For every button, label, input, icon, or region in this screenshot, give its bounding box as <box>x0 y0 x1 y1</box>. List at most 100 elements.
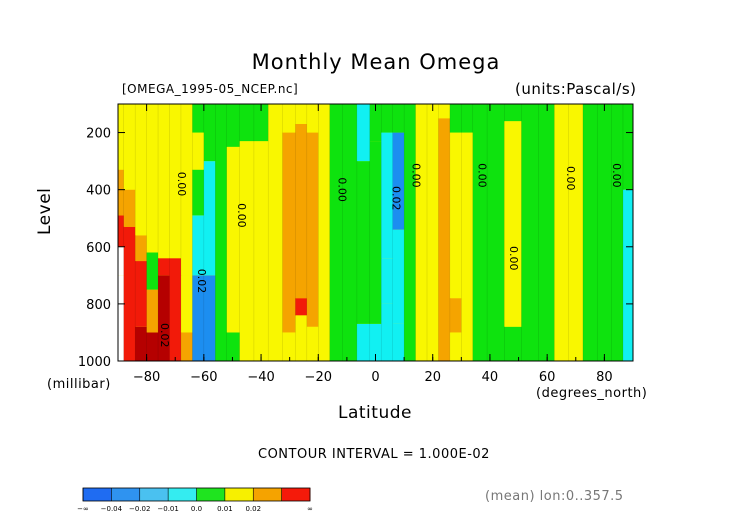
x-tick-label: −40 <box>247 370 274 385</box>
contour-band <box>123 104 136 190</box>
contour-band <box>239 104 255 142</box>
colorbar-label: 0.01 <box>217 505 233 513</box>
contour-band <box>118 169 125 216</box>
contour-band <box>203 275 216 361</box>
y-tick-label: 400 <box>86 184 111 199</box>
x-tick-label: −20 <box>305 370 332 385</box>
contour-label: 0.00 <box>335 177 348 202</box>
colorbar-swatch <box>111 488 141 501</box>
contour-band <box>203 161 216 276</box>
colorbar-swatch <box>83 488 112 501</box>
colorbar-swatch <box>281 488 311 501</box>
contour-band <box>123 226 136 361</box>
contour-band <box>118 275 125 361</box>
y-tick-label: 1000 <box>78 355 111 370</box>
contour-band <box>158 258 170 276</box>
contour-band <box>381 303 394 361</box>
contour-band <box>622 189 634 361</box>
contour-label: 0.00 <box>610 163 623 188</box>
contour-band <box>356 104 371 162</box>
contour-band <box>449 298 462 333</box>
x-tick-label: 60 <box>539 370 556 385</box>
contour-label: 0.00 <box>235 203 248 228</box>
contour-band <box>295 315 308 361</box>
contour-label: 0.02 <box>390 186 403 211</box>
y-tick-label: 600 <box>86 241 111 256</box>
contour-label: 0.00 <box>564 166 577 191</box>
contour-band <box>215 104 228 361</box>
contour-band <box>192 275 205 361</box>
contour-band <box>369 141 382 324</box>
contour-band <box>253 104 269 142</box>
contour-band <box>146 289 159 333</box>
contour-band <box>282 104 296 133</box>
contour-band <box>135 326 148 361</box>
colorbar-swatch <box>168 488 197 501</box>
contour-band <box>504 326 522 361</box>
contour-band <box>146 104 159 253</box>
y-tick-label: 200 <box>86 127 111 142</box>
contour-band <box>318 104 331 361</box>
file-label: [OMEGA_1995-05_NCEP.nc] <box>122 82 299 96</box>
x-tick-label: 0 <box>371 370 379 385</box>
contour-band <box>192 104 205 133</box>
contour-band <box>192 132 205 170</box>
contour-interval-label: CONTOUR INTERVAL = 1.000E-02 <box>258 447 490 462</box>
contour-band <box>158 275 170 361</box>
contour-band <box>180 104 193 276</box>
contour-band <box>203 104 216 162</box>
contour-band <box>356 323 371 361</box>
contour-band <box>253 141 269 361</box>
colorbar-label: −∞ <box>77 505 89 513</box>
colorbar-swatch <box>224 488 254 501</box>
mean-label: (mean) lon:0..357.5 <box>485 489 624 504</box>
contour-band <box>438 118 451 362</box>
contour-band <box>169 258 182 361</box>
contour-band <box>404 104 417 361</box>
contour-band <box>356 161 371 324</box>
contour-band <box>392 229 405 324</box>
contour-label: 0.00 <box>476 163 489 188</box>
contour-band <box>226 332 241 361</box>
contour-band <box>472 104 488 361</box>
x-tick-label: 80 <box>596 370 613 385</box>
contour-band <box>622 104 634 190</box>
x-axis-label: Latitude <box>338 403 412 423</box>
contour-band <box>192 169 205 216</box>
contour-band <box>504 104 522 122</box>
contour-band <box>306 326 319 361</box>
contour-band <box>392 323 405 361</box>
contour-band <box>381 104 394 133</box>
contour-labels: 0.00 0.02 0.00 0.02 0.00 0.02 0.00 0.00 0.00 0.00… <box>158 163 623 347</box>
x-tick-label: −60 <box>190 370 217 385</box>
contour-band <box>521 104 540 361</box>
contour-band <box>427 104 439 361</box>
x-axis: −80 −60 −40 −20 0 20 40 60 80 <box>117 104 634 385</box>
contour-band <box>123 189 136 227</box>
contour-band <box>295 298 308 316</box>
contour-band <box>369 104 382 142</box>
contour-band <box>392 104 405 133</box>
contour-band <box>192 215 205 276</box>
contour-band <box>449 132 462 299</box>
y-axis-unit: (millibar) <box>47 377 111 392</box>
chart-title: Monthly Mean Omega <box>251 50 501 74</box>
contour-band <box>611 104 624 361</box>
contour-label: 0.02 <box>195 269 208 294</box>
contour-band <box>118 246 125 276</box>
contour-band <box>438 104 451 119</box>
contour-band <box>226 146 241 333</box>
contour-band <box>282 132 296 333</box>
colorbar-label: −0.01 <box>157 505 178 513</box>
contour-band <box>135 104 148 236</box>
colorbar: −∞ −0.04 −0.02 −0.01 0.0 0.01 0.02 ∞ <box>77 487 313 513</box>
x-tick-label: 40 <box>482 370 499 385</box>
contour-band <box>568 104 584 361</box>
colorbar-swatch <box>139 488 169 501</box>
x-tick-label: 20 <box>424 370 441 385</box>
contour-band <box>146 252 159 290</box>
contour-band <box>118 215 125 247</box>
contour-band <box>135 261 148 327</box>
contour-band <box>169 104 182 259</box>
